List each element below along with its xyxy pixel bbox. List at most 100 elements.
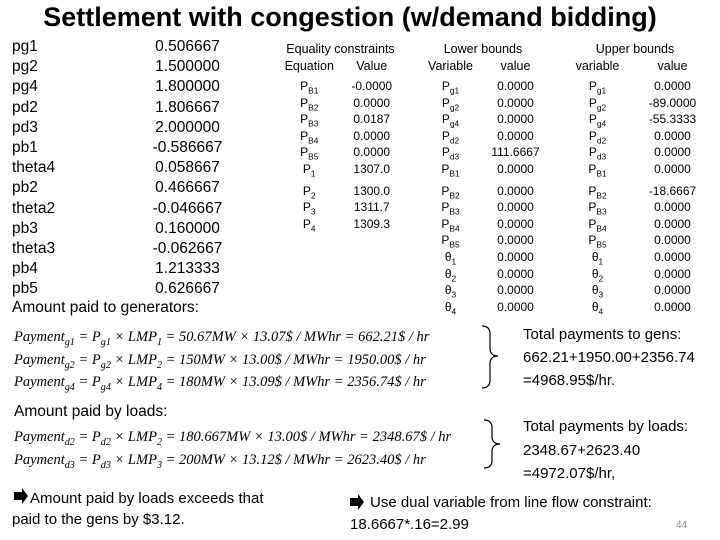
- symbol: θ: [591, 250, 599, 264]
- total-text: 662.21+1950.00+2356.74: [523, 349, 695, 366]
- subscript: 2: [451, 272, 457, 283]
- row-label: PB4: [278, 129, 341, 145]
- symbol: P: [302, 183, 311, 198]
- payment-equation: Paymentg1 = Pg1 × LMP1 = 50.67MW × 13.07…: [14, 329, 429, 348]
- row-value: 0.0000: [654, 283, 691, 298]
- variable-name: theta2: [12, 199, 56, 217]
- subscript: g1: [449, 85, 460, 96]
- subscript: 2: [598, 272, 604, 283]
- conclusion-text: paid to the gens by $3.12.: [12, 511, 185, 528]
- row-value: 0.0000: [353, 145, 391, 160]
- variable-value: 2.000000: [155, 118, 220, 136]
- symbol: P: [302, 162, 311, 176]
- row-value: 0.0000: [497, 79, 534, 93]
- symbol: P: [588, 233, 597, 248]
- row-label: Pd2: [560, 129, 635, 145]
- arrow-icon: [350, 494, 364, 510]
- equation-text: × LMP: [110, 351, 157, 368]
- subscript: d3: [449, 151, 460, 162]
- subscript: g1: [64, 336, 75, 348]
- row-label: PB5: [560, 233, 635, 249]
- row-label: θ4: [418, 300, 483, 316]
- row-value: 0.0000: [654, 79, 691, 93]
- symbol: P: [441, 95, 450, 110]
- row-label: P4: [278, 217, 341, 233]
- page-number: 44: [676, 520, 688, 531]
- subscript: B1: [308, 85, 319, 96]
- subscript: g4: [449, 118, 460, 129]
- equation-text: = P: [74, 329, 101, 345]
- row-value: -18.6667: [648, 183, 697, 198]
- row-label: Pg4: [560, 112, 635, 128]
- payment-equation: Paymentg4 = Pg4 × LMP4 = 180MW × 13.09$ …: [14, 374, 426, 393]
- total-text: Total payments to gens:: [523, 326, 682, 343]
- subscript: 1: [451, 256, 457, 267]
- row-value: 1311.7: [353, 200, 390, 215]
- subscript: 3: [156, 459, 162, 471]
- column-header: variable: [575, 59, 620, 73]
- subscript: 4: [598, 306, 604, 317]
- subscript: 4: [451, 306, 457, 317]
- symbol: P: [300, 79, 309, 93]
- conclusion-text: Use dual variable from line flow constra…: [370, 494, 652, 511]
- symbol: P: [588, 162, 597, 176]
- payment-equation: Paymentg2 = Pg2 × LMP2 = 150MW × 13.00$ …: [14, 352, 426, 371]
- symbol: P: [441, 233, 450, 248]
- row-value: 0.0000: [497, 250, 534, 264]
- section-heading: Amount paid by loads:: [14, 403, 168, 420]
- column-header: value: [500, 59, 531, 73]
- total-text: Total payments by loads:: [523, 418, 689, 435]
- subscript: g2: [449, 101, 460, 112]
- row-value: 0.0000: [497, 283, 534, 298]
- column-header: Value: [356, 59, 388, 73]
- row-label: PB5: [278, 145, 341, 161]
- variable-value: 0.160000: [155, 219, 220, 237]
- variable-name: pb2: [12, 179, 38, 197]
- variable-name: theta3: [12, 240, 56, 257]
- row-value: 0.0000: [497, 216, 534, 231]
- subscript: B2: [308, 101, 319, 112]
- row-label: PB1: [560, 162, 635, 178]
- variable-value: 1.800000: [155, 78, 220, 96]
- subscript: g4: [100, 381, 111, 393]
- symbol: θ: [591, 283, 599, 298]
- symbol: P: [441, 162, 450, 176]
- equation-text: = P: [74, 429, 101, 445]
- variable-value: 1.213333: [155, 260, 220, 278]
- symbol: θ: [444, 299, 452, 314]
- subscript: 1: [156, 336, 162, 348]
- symbol: P: [300, 112, 309, 127]
- symbol: P: [588, 112, 597, 127]
- variable-value: 1.500000: [155, 58, 220, 76]
- row-value: 0.0000: [497, 128, 534, 143]
- equation-text: = 50.67MW × 13.07$ / MWhr = 662.21$ / hr: [162, 329, 430, 345]
- row-value: 0.0000: [353, 128, 391, 143]
- equation-text: × LMP: [110, 429, 157, 445]
- row-value: -55.3333: [648, 112, 697, 127]
- equation-text: × LMP: [110, 329, 157, 345]
- subscript: 1: [598, 256, 604, 267]
- subscript: 4: [310, 223, 316, 234]
- row-label: PB3: [560, 200, 635, 216]
- variable-value: 0.466667: [155, 179, 220, 197]
- subscript: 2: [310, 189, 316, 200]
- total-text: 2348.67+2623.40: [523, 441, 641, 459]
- subscript: d3: [100, 459, 111, 471]
- variable-name: theta4: [12, 159, 56, 177]
- subscript: 4: [156, 381, 162, 393]
- row-label: PB5: [418, 233, 483, 249]
- table-title: Upper bounds: [595, 42, 675, 56]
- row-label: PB3: [418, 200, 483, 216]
- subscript: B4: [449, 223, 460, 234]
- row-value: 0.0000: [497, 299, 534, 314]
- symbol: P: [441, 112, 450, 127]
- symbol: θ: [444, 283, 452, 298]
- row-label: Pg2: [560, 96, 635, 112]
- variable-value: 1.806667: [155, 98, 220, 116]
- row-value: 1309.3: [353, 216, 391, 231]
- row-value: 0.0000: [497, 233, 534, 248]
- symbol: θ: [444, 266, 452, 281]
- subscript: g4: [596, 118, 607, 129]
- subscript: g1: [100, 336, 111, 348]
- symbol: P: [588, 95, 597, 110]
